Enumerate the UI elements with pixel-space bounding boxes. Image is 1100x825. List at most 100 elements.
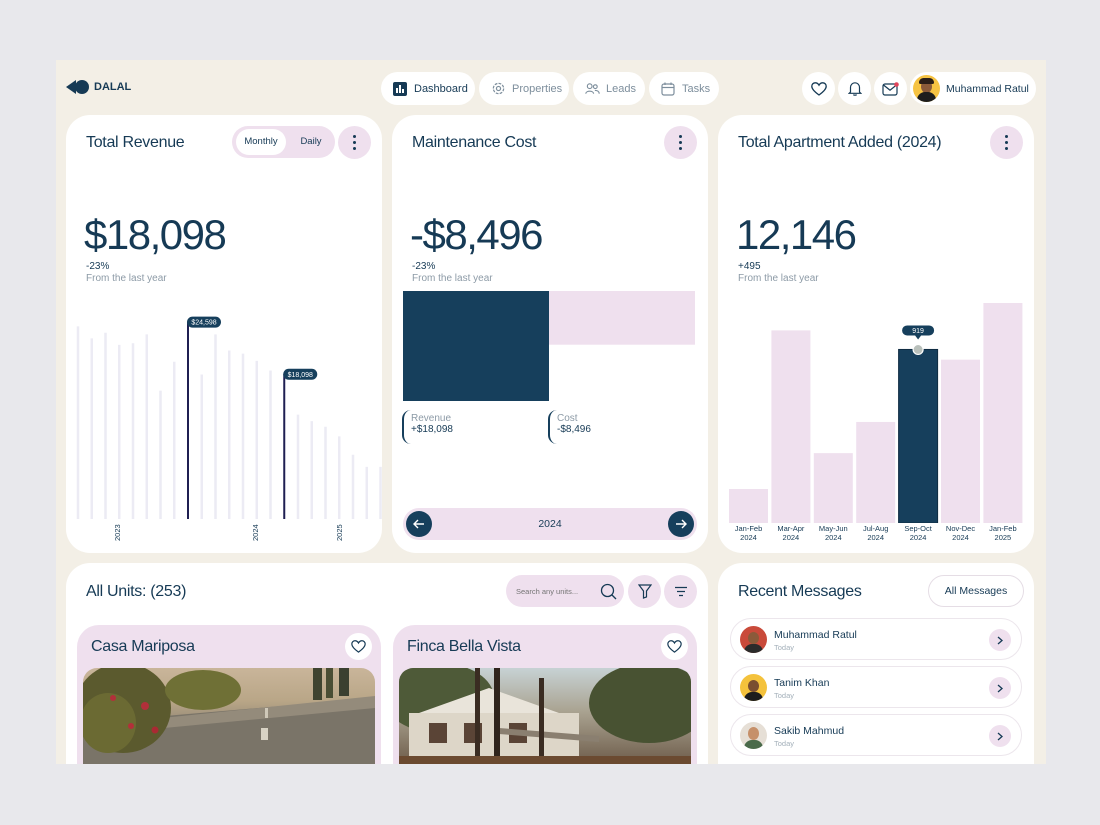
nav-label: Properties	[512, 82, 563, 95]
open-message-button[interactable]	[989, 629, 1011, 651]
year-tick-label: 2023	[113, 524, 122, 541]
avatar	[740, 722, 767, 749]
search-icon[interactable]	[600, 583, 617, 600]
apartment-bar[interactable]	[983, 303, 1023, 523]
unit-photo	[83, 668, 375, 764]
avatar	[740, 674, 767, 701]
more-icon	[1005, 134, 1008, 152]
apartment-bar[interactable]	[771, 330, 811, 523]
bar-tooltip: 919	[902, 325, 935, 340]
avatar	[913, 75, 940, 102]
revenue-legend-value: +$18,098	[411, 424, 453, 435]
notifications-button[interactable]	[838, 72, 871, 105]
revenue-subtext: From the last year	[86, 273, 167, 284]
nav-dashboard[interactable]: Dashboard	[381, 72, 475, 105]
house-illustration	[83, 668, 375, 764]
next-year-button[interactable]	[668, 511, 694, 537]
more-options-button[interactable]	[664, 126, 697, 159]
apartments-value: 12,146	[736, 211, 857, 258]
more-icon	[353, 134, 356, 152]
toggle-monthly[interactable]: Monthly	[236, 129, 286, 155]
apartment-bar[interactable]	[813, 453, 853, 523]
apartments-bar-chart: 919	[729, 303, 1023, 523]
favorite-button[interactable]	[661, 633, 688, 660]
x-tick-label: Mar-Apr 2024	[777, 524, 805, 542]
inbox-button[interactable]	[874, 72, 907, 105]
more-icon	[679, 134, 682, 152]
open-message-button[interactable]	[989, 677, 1011, 699]
x-tick-label: May-Jun 2024	[818, 524, 848, 542]
maintenance-delta: -23%	[412, 261, 436, 272]
sort-button[interactable]	[664, 575, 697, 608]
previous-year-button[interactable]	[406, 511, 432, 537]
more-options-button[interactable]	[338, 126, 371, 159]
filter-button[interactable]	[628, 575, 661, 608]
x-tick-label: Jan-Feb 2024	[734, 524, 763, 542]
nav-label: Dashboard	[414, 82, 468, 95]
user-menu[interactable]: Muhammad Ratul	[910, 72, 1036, 105]
x-tick-label: Nov-Dec 2024	[945, 524, 976, 542]
sort-icon	[674, 586, 687, 597]
message-item[interactable]: Tanim Khan Today	[730, 666, 1022, 708]
message-time: Today	[774, 643, 795, 652]
apartment-bar[interactable]	[941, 359, 980, 523]
arrow-right-icon	[676, 519, 687, 529]
all-messages-button[interactable]: All Messages	[928, 575, 1024, 607]
chevron-right-icon	[997, 732, 1003, 740]
x-tick-label: Jan-Feb 2025	[989, 524, 1017, 542]
search-box[interactable]	[506, 575, 624, 607]
bracket-icon	[402, 410, 411, 444]
more-options-button[interactable]	[990, 126, 1023, 159]
svg-text:$24,598: $24,598	[191, 320, 216, 327]
messages-card: Recent Messages All Messages Muhammad Ra…	[718, 563, 1034, 764]
units-card: All Units: (253) Casa Mariposa	[66, 563, 708, 764]
highlighted-bar[interactable]	[898, 348, 939, 523]
favorite-button[interactable]	[345, 633, 372, 660]
dashboard-frame: DALAL Dashboard Properties Leads Tasks	[56, 60, 1046, 764]
unit-name: Finca Bella Vista	[407, 638, 521, 655]
cost-legend-value: -$8,496	[557, 424, 591, 435]
heart-icon	[351, 640, 366, 653]
apartment-bar[interactable]	[729, 489, 768, 523]
brand-name: DALAL	[94, 81, 132, 93]
svg-text:$18,098: $18,098	[288, 372, 313, 379]
search-input[interactable]	[516, 575, 596, 607]
cost-block	[549, 291, 695, 345]
nav-properties[interactable]: Properties	[479, 72, 569, 105]
unit-name: Casa Mariposa	[91, 638, 195, 655]
avatar	[740, 626, 767, 653]
message-sender: Sakib Mahmud	[774, 725, 845, 737]
filter-icon	[637, 584, 652, 599]
card-title: Total Apartment Added (2024)	[738, 134, 942, 151]
unit-card[interactable]: Finca Bella Vista	[393, 625, 697, 764]
message-sender: Tanim Khan	[774, 677, 830, 689]
brand-logo[interactable]: DALAL	[66, 80, 131, 94]
messages-title: Recent Messages	[738, 583, 862, 600]
nav-tasks[interactable]: Tasks	[649, 72, 719, 105]
bracket-icon	[548, 410, 557, 444]
year-label: 2024	[538, 518, 562, 530]
message-item[interactable]: Sakib Mahmud Today	[730, 714, 1022, 756]
apartment-bar[interactable]	[856, 421, 896, 523]
favorites-button[interactable]	[802, 72, 835, 105]
toggle-daily[interactable]: Daily	[300, 136, 322, 147]
nav-leads[interactable]: Leads	[573, 72, 645, 105]
main-nav: Dashboard Properties Leads Tasks	[381, 72, 719, 105]
x-tick-label: Jul-Aug 2024	[862, 524, 889, 542]
message-time: Today	[774, 691, 795, 700]
heart-icon	[810, 81, 827, 96]
revenue-block	[403, 291, 549, 401]
unit-card[interactable]: Casa Mariposa	[77, 625, 381, 764]
revenue-value: $18,098	[84, 211, 227, 258]
bar-tooltip: $18,098	[283, 368, 318, 380]
maintenance-value: -$8,496	[410, 211, 543, 258]
revenue-card: Total Revenue Monthly Daily $18,098 -23%…	[66, 115, 382, 553]
message-item[interactable]: Muhammad Ratul Today	[730, 618, 1022, 660]
apartments-delta: +495	[738, 261, 761, 272]
logo-icon	[66, 80, 89, 94]
hover-marker	[912, 343, 924, 356]
card-title: Maintenance Cost	[412, 134, 537, 151]
year-selector: 2024	[403, 508, 697, 540]
mail-icon	[882, 81, 899, 96]
open-message-button[interactable]	[989, 725, 1011, 747]
